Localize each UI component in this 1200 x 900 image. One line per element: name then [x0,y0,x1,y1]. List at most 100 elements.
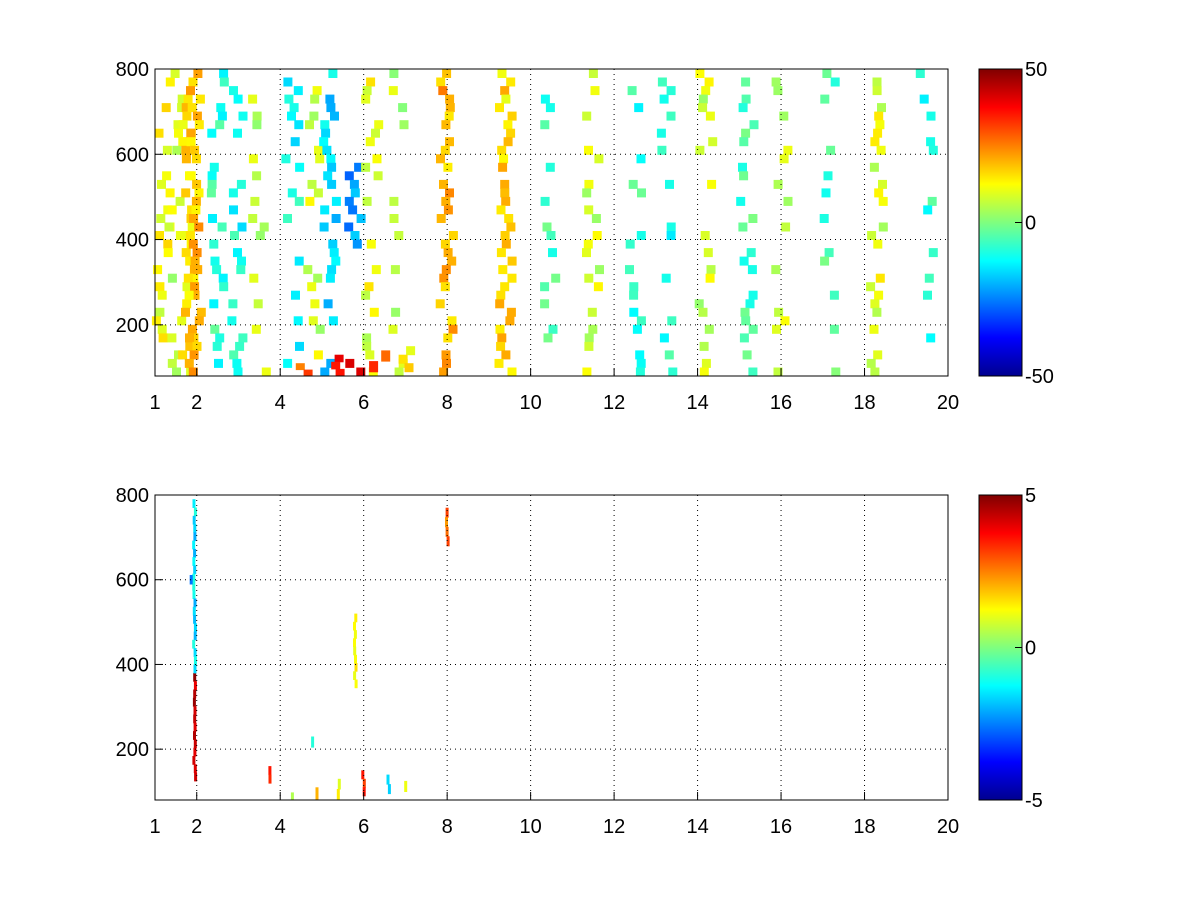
heatmap-cell [312,86,322,96]
heatmap-cell [305,120,314,130]
heatmap-cell [926,137,936,147]
heatmap-cell [303,265,313,275]
heatmap-cell [497,145,507,155]
heatmap-cell [495,299,505,309]
heatmap-cell [636,316,646,326]
heatmap-cell [293,86,303,96]
heatmap-cell [394,367,404,377]
heatmap-cell [773,86,783,96]
heatmap-cell [353,621,356,631]
heatmap-cell [584,179,594,189]
heatmap-cell [783,145,793,155]
heatmap-cell [325,273,335,283]
heatmap-cell [496,290,506,300]
heatmap-cell [248,154,258,164]
heatmap-cell [695,145,705,155]
heatmap-cell [192,581,196,591]
heatmap-cell [307,282,317,292]
heatmap-cell [738,103,748,113]
heatmap-cell [500,188,510,198]
heatmap-cell [164,222,174,232]
heatmap-cell [373,171,383,181]
heatmap-cell [186,137,196,147]
heatmap-cell [542,222,552,232]
heatmap-cell [436,154,445,164]
heatmap-cell [441,196,451,206]
heatmap-cell [287,111,296,121]
heatmap-cell [248,214,258,223]
heatmap-cell [699,341,709,351]
heatmap-cell [327,265,337,275]
heatmap-cell [172,367,181,377]
heatmap-cell [237,222,247,232]
heatmap-cell [738,222,748,232]
heatmap-cell [352,239,362,249]
heatmap-cell [307,179,317,189]
heatmap-cell [361,770,365,780]
heatmap-cell [192,573,196,583]
heatmap-cell [228,299,238,309]
heatmap-cell [289,103,299,113]
heatmap-cell [193,507,197,517]
heatmap-cell [193,689,197,699]
heatmap-cell [504,214,514,223]
heatmap-cell [261,367,271,377]
heatmap-cell [331,196,341,206]
x-tick-label: 8 [442,392,453,414]
heatmap-cell [500,282,510,292]
heatmap-cell [591,214,601,223]
heatmap-cell [353,671,357,680]
heatmap-cell [386,774,390,785]
heatmap-cell [705,273,715,283]
heatmap-cell [741,77,751,87]
heatmap-cell [189,350,199,360]
heatmap-cell [872,307,882,317]
heatmap-cell [369,361,379,373]
axes-box [154,68,949,377]
x-tick-label: 1 [149,816,160,838]
heatmap-cell [192,341,202,351]
heatmap-cell [749,120,759,130]
y-tick-label: 600 [116,144,149,166]
heatmap-cell [389,214,399,223]
heatmap-cell [440,282,450,292]
heatmap-cell [390,265,400,275]
heatmap-cell [181,145,191,155]
heatmap-cell [507,273,517,283]
heatmap-cell [500,231,510,240]
heatmap-cell [636,231,646,240]
heatmap-cell [181,307,190,317]
heatmap-cell [155,231,164,240]
colorbar-bottom: 5 0 -5 [978,485,1043,812]
x-tick-label: 10 [520,816,542,838]
heatmap-cell [507,367,517,377]
heatmap-cell [741,128,751,138]
heatmap-cell [707,179,717,189]
heatmap-cell [167,358,177,368]
heatmap-cell [237,256,246,266]
heatmap-cell [162,171,172,181]
heatmap-cell [665,179,674,189]
y-tick-label: 200 [116,315,149,337]
heatmap-cell [773,367,783,377]
heatmap-cell [181,103,191,113]
heatmap-cell [193,565,197,575]
heatmap-cell [584,341,594,351]
heatmap-cell [207,171,217,181]
heatmap-cell [773,179,783,189]
colorbar-tick-labels: 50 0 -50 [1015,59,1054,388]
heatmap-cell [498,162,508,172]
heatmap-cell [739,333,749,343]
heatmap-cell [627,86,637,96]
heatmap-cell [442,69,452,78]
heatmap-cell [695,69,705,78]
heatmap-cell [694,299,704,309]
heatmap-cell [447,256,457,266]
heatmap-cell [193,706,197,715]
heatmap-cell [210,324,220,334]
heatmap-cell [194,772,198,782]
heatmap-cell [233,248,242,258]
